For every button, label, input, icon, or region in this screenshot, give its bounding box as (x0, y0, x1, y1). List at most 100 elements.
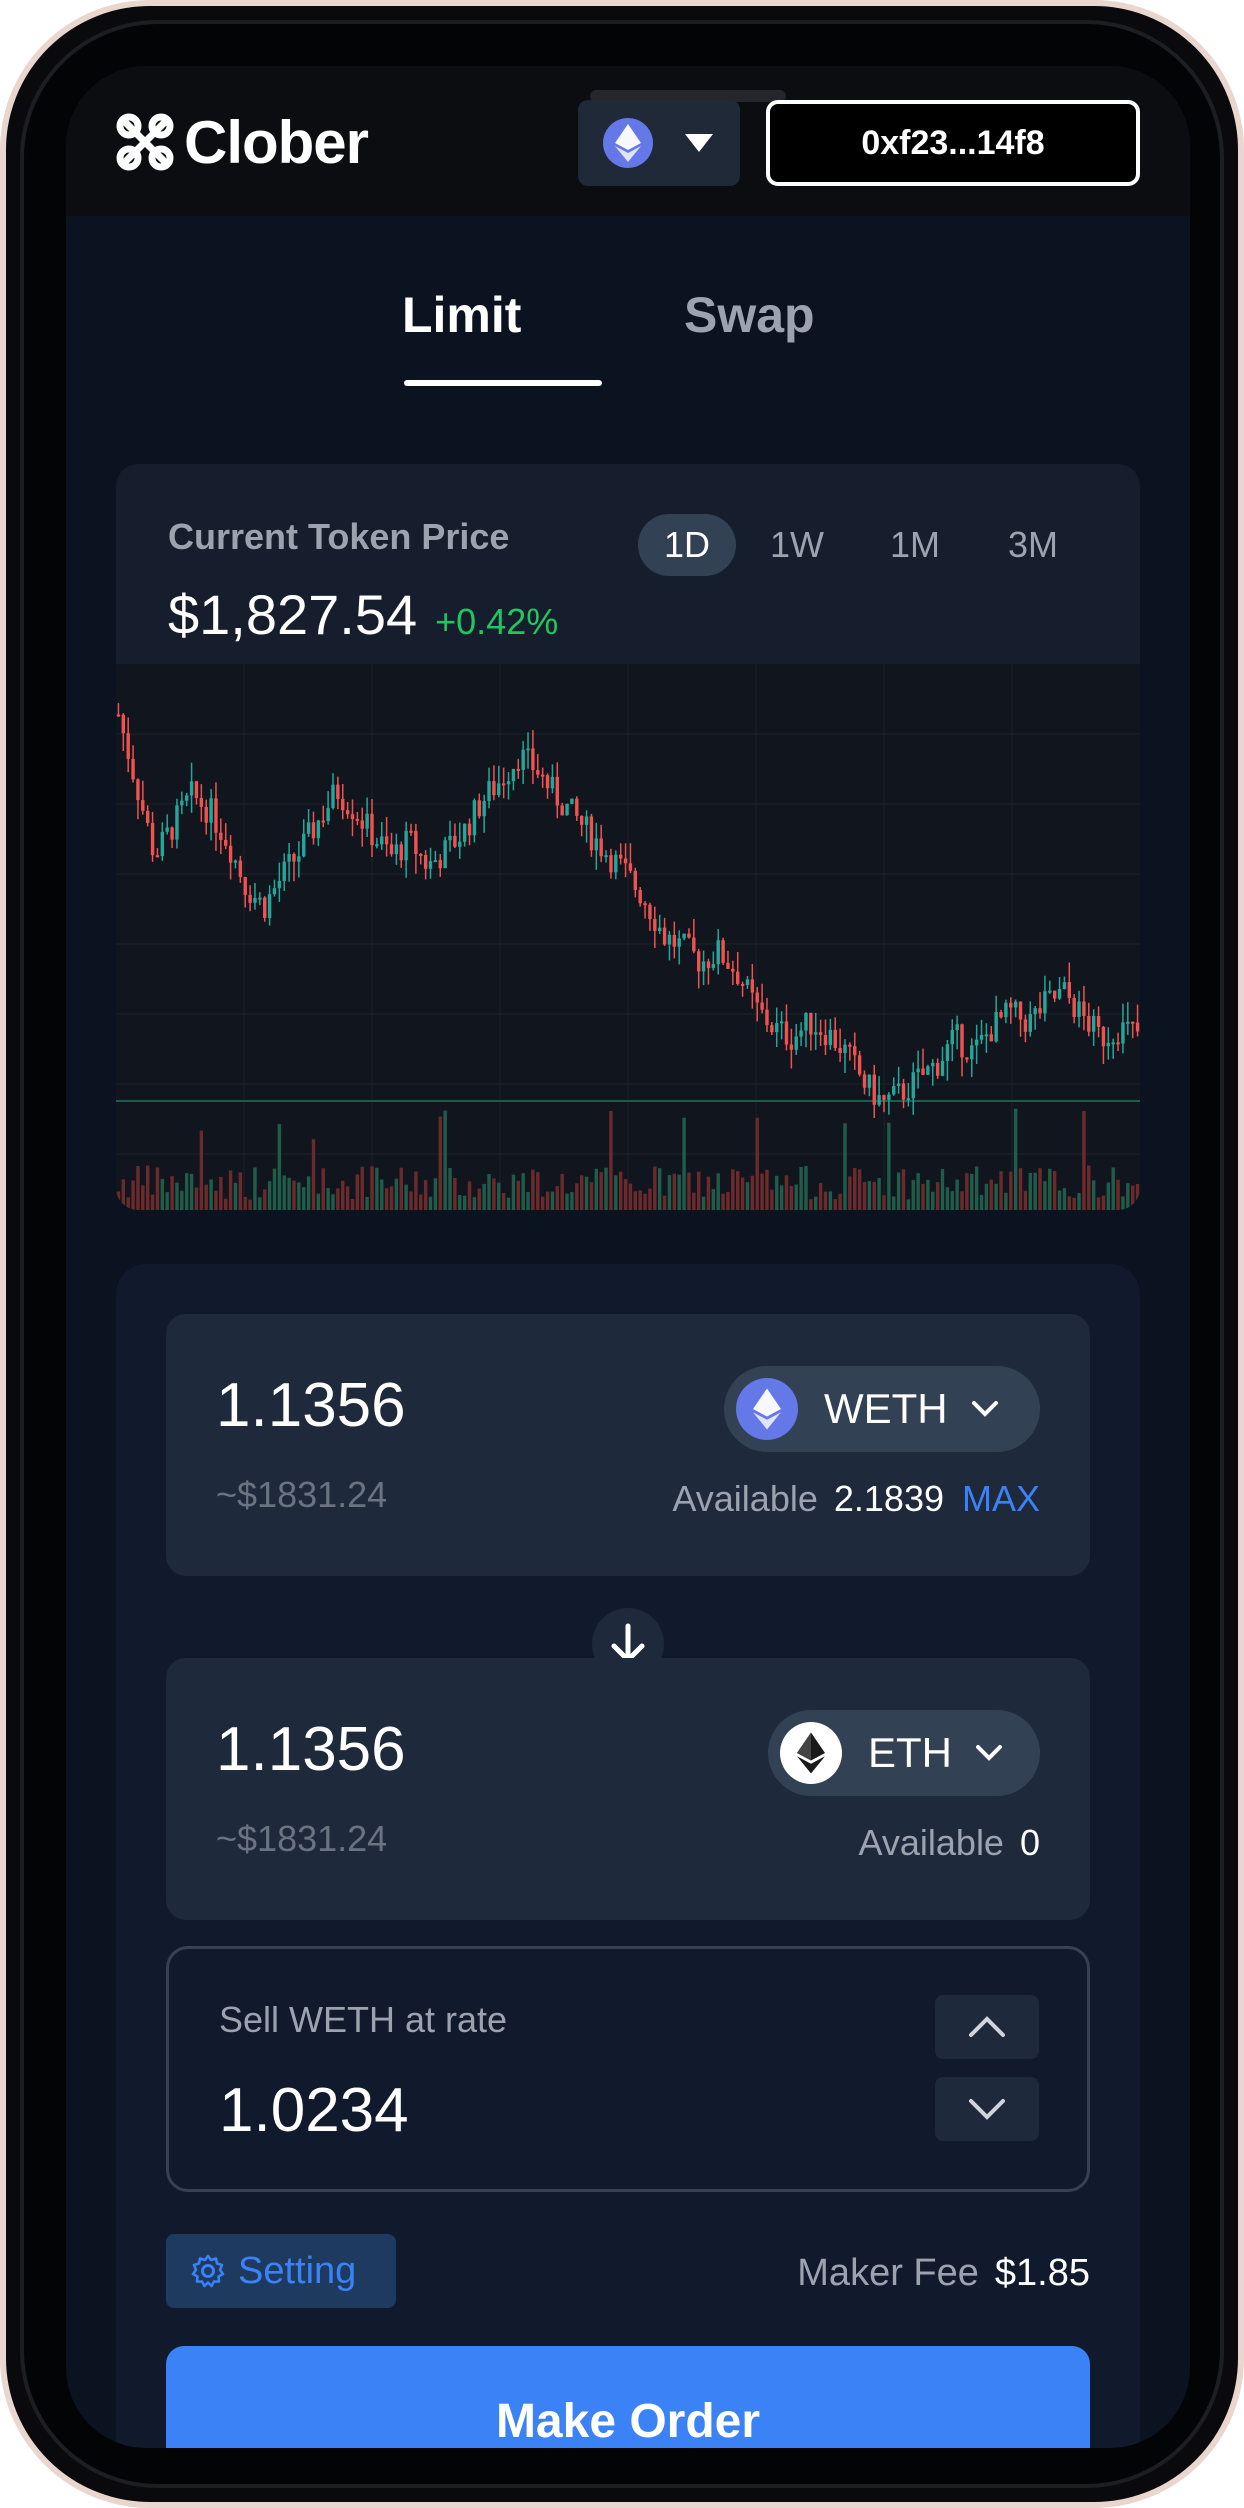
volume-bar (350, 1198, 355, 1210)
candle-body (623, 858, 628, 864)
volume-bar (1135, 1184, 1140, 1210)
volume-bar (540, 1196, 545, 1210)
candle-body (458, 841, 462, 847)
candle-body (955, 1024, 959, 1031)
to-amount-input[interactable]: 1.1356 (216, 1715, 406, 1784)
candle-body (160, 831, 165, 857)
volume-bar (974, 1166, 979, 1210)
volume-bar (555, 1186, 560, 1210)
candle-body (809, 1012, 813, 1035)
chain-selector-button[interactable] (578, 100, 740, 186)
candle-body (336, 784, 340, 799)
candle-body (931, 1062, 935, 1067)
volume-bar (560, 1173, 564, 1210)
volume-bar (492, 1178, 496, 1210)
rate-decrease-button[interactable] (935, 2077, 1039, 2141)
candle-body (1111, 1042, 1115, 1045)
candle-body (950, 1030, 954, 1045)
volume-bar (575, 1183, 579, 1210)
candle-body (233, 860, 238, 863)
period-1w[interactable]: 1W (770, 524, 824, 565)
volume-bar (1111, 1167, 1115, 1210)
candle-body (750, 979, 755, 993)
volume-bar (950, 1191, 954, 1210)
candle-body (214, 798, 218, 833)
volume-bar (263, 1189, 267, 1210)
volume-bar (1130, 1185, 1135, 1210)
volume-bar (248, 1199, 252, 1210)
candle-body (877, 1095, 881, 1105)
volume-bar (521, 1173, 525, 1210)
clober-logo[interactable]: Clober (114, 108, 369, 176)
candle-body (657, 927, 662, 931)
volume-bar (979, 1194, 984, 1210)
volume-bar (755, 1117, 759, 1210)
candle-body (165, 827, 169, 832)
period-1m[interactable]: 1M (889, 524, 940, 565)
volume-bar (258, 1197, 262, 1210)
volume-bar (901, 1169, 906, 1210)
available-label: Available (672, 1478, 818, 1519)
tab-limit[interactable]: Limit (402, 287, 522, 343)
candle-body (882, 1095, 886, 1100)
candle-body (584, 816, 589, 825)
from-amount-input[interactable]: 1.1356 (216, 1371, 406, 1440)
candle-body (999, 1011, 1003, 1018)
setting-button[interactable]: Setting (166, 2234, 396, 2308)
candle-body (736, 971, 740, 984)
brand-name: Clober (184, 108, 369, 176)
rate-increase-button[interactable] (935, 1995, 1039, 2059)
volume-bar (536, 1172, 540, 1210)
volume-bar (662, 1195, 667, 1210)
wallet-address-button[interactable]: 0xf23...14f8 (766, 100, 1140, 186)
candle-body (833, 1029, 837, 1049)
volume-bar (770, 1189, 774, 1210)
volume-bar (458, 1194, 462, 1210)
candle-body (857, 1055, 862, 1075)
candle-body (531, 748, 535, 771)
volume-bar (809, 1199, 813, 1210)
volume-bar (1013, 1108, 1018, 1210)
volume-bar (282, 1175, 286, 1210)
volume-bar (984, 1183, 989, 1210)
make-order-button[interactable]: Make Order (166, 2346, 1090, 2448)
candle-body (345, 810, 350, 815)
volume-bar (1009, 1171, 1013, 1210)
volume-bar (297, 1182, 301, 1210)
candle-body (350, 814, 355, 819)
candle-body (916, 1068, 920, 1073)
candle-body (1130, 1021, 1135, 1024)
volume-bar (233, 1182, 238, 1210)
volume-bar (506, 1197, 511, 1210)
volume-bar (1087, 1165, 1091, 1210)
max-button[interactable]: MAX (961, 1478, 1040, 1519)
volume-bar (380, 1179, 384, 1210)
candle-body (121, 714, 126, 734)
volume-bar (926, 1179, 930, 1210)
period-1d[interactable]: 1D (638, 514, 736, 576)
volume-bar (448, 1168, 452, 1210)
candle-body (965, 1057, 969, 1060)
to-usd-value: ~$1831.24 (216, 1818, 388, 1859)
period-3m[interactable]: 3M (1007, 524, 1058, 565)
volume-bar (935, 1182, 940, 1210)
candle-body (1116, 1042, 1120, 1045)
volume-bar (589, 1182, 594, 1210)
candle-body (604, 855, 608, 858)
candlestick-chart[interactable] (116, 664, 1140, 1210)
candle-body (136, 779, 140, 801)
candle-body (326, 807, 330, 821)
to-token-box: 1.1356 ~$1831.24 ETH (166, 1658, 1090, 1920)
candle-body (1009, 1002, 1013, 1008)
rate-input[interactable]: 1.0234 (219, 2076, 409, 2145)
volume-bar (121, 1179, 126, 1210)
volume-bar (1101, 1195, 1106, 1210)
from-token-selector[interactable]: WETH (724, 1366, 1040, 1452)
to-token-selector[interactable]: ETH (768, 1710, 1040, 1796)
fee-label: Maker Fee (797, 2252, 979, 2294)
candle-body (575, 798, 579, 816)
candle-body (141, 800, 145, 811)
tab-swap[interactable]: Swap (684, 287, 815, 343)
volume-bar (272, 1168, 277, 1210)
